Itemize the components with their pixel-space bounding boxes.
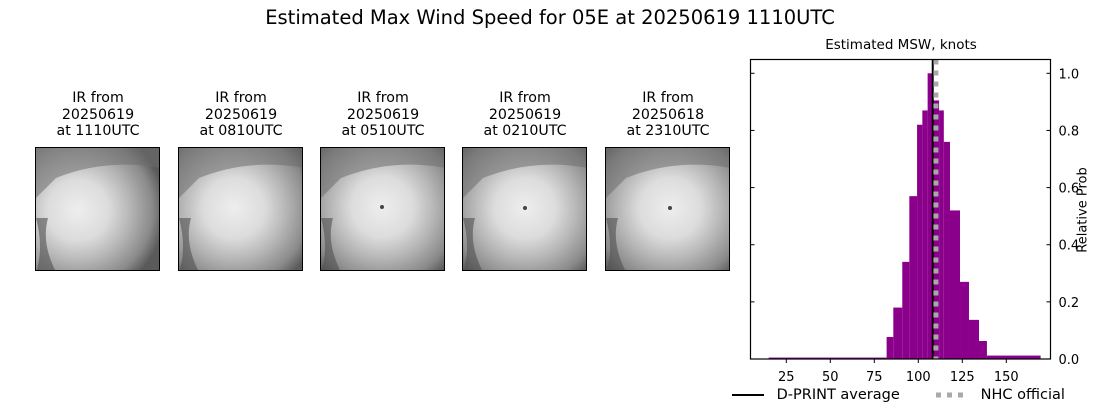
figure-title: Estimated Max Wind Speed for 05E at 2025…	[265, 6, 835, 29]
ir-satellite-image	[178, 147, 303, 271]
histogram-bar	[943, 141, 950, 359]
ir-title-line3: at 0810UTC	[199, 123, 283, 139]
x-tick-label: 150	[994, 370, 1019, 385]
ir-satellite-image	[605, 147, 730, 271]
x-tick-label: 125	[950, 370, 975, 385]
plot-frame	[749, 58, 1052, 360]
ir-title-line2: 20250619	[204, 106, 278, 123]
ir-title-line3: at 0510UTC	[341, 123, 425, 139]
histogram-bar	[939, 110, 944, 359]
histogram-bar	[917, 124, 923, 359]
histogram-bar	[909, 196, 918, 359]
ir-title-line1: IR from	[642, 90, 694, 106]
histogram-title: Estimated MSW, knots	[825, 37, 977, 53]
legend-item-nhc: NHC official	[932, 386, 1065, 404]
y-axis-label: Relative Prob	[1075, 167, 1091, 253]
y-tick-label: 0.0	[1059, 353, 1080, 368]
x-tick-label: 75	[866, 370, 883, 385]
solid-line-icon	[732, 394, 764, 396]
ir-satellite-image	[35, 147, 160, 271]
histogram-bar	[986, 355, 1041, 359]
y-tick-label: 1.0	[1059, 67, 1080, 82]
histogram-bar	[768, 357, 887, 359]
ir-title-line1: IR from	[72, 90, 124, 106]
ir-title-line2: 20250619	[346, 106, 420, 123]
ir-title-line2: 20250619	[61, 106, 135, 123]
y-tick-label: 0.2	[1059, 296, 1080, 311]
legend-label-nhc: NHC official	[980, 387, 1065, 403]
ir-satellite-image	[320, 147, 445, 271]
histogram-bar	[968, 319, 980, 359]
histogram-bar	[927, 73, 933, 360]
ir-panel-title: IR from 20250619 at 1110UTC	[15, 90, 181, 140]
ir-title-line1: IR from	[215, 90, 267, 106]
x-tick-label: 100	[906, 370, 931, 385]
legend-item-dprint: D-PRINT average	[728, 386, 900, 404]
ir-panel-title: IR from 20250618 at 2310UTC	[585, 90, 751, 140]
ir-panel-title: IR from 20250619 at 0510UTC	[300, 90, 466, 140]
y-tick-label: 0.8	[1059, 124, 1080, 139]
ir-title-line1: IR from	[357, 90, 409, 106]
x-tick-label: 25	[778, 370, 795, 385]
histogram-bar	[932, 100, 940, 359]
x-tick-label: 50	[822, 370, 839, 385]
histogram-bar	[893, 307, 903, 359]
ir-panel-title: IR from 20250619 at 0210UTC	[442, 90, 608, 140]
histogram-bar	[979, 341, 987, 359]
ir-panel-title: IR from 20250619 at 0810UTC	[158, 90, 324, 140]
ir-title-line2: 20250619	[488, 106, 562, 123]
legend-label-dprint: D-PRINT average	[776, 387, 900, 403]
ir-title-line3: at 1110UTC	[56, 123, 140, 139]
y-tick-label: 0.6	[1059, 182, 1080, 197]
dotted-line-icon	[936, 392, 968, 398]
histogram-bar	[949, 210, 961, 359]
histogram-bar	[886, 337, 894, 359]
ir-satellite-image	[462, 147, 587, 271]
y-tick-label: 0.4	[1059, 239, 1080, 254]
histogram-bar	[902, 261, 910, 359]
ir-title-line2: 20250618	[631, 106, 705, 123]
ir-title-line3: at 2310UTC	[626, 123, 710, 139]
ir-title-line3: at 0210UTC	[483, 123, 567, 139]
ir-title-line1: IR from	[499, 90, 551, 106]
histogram-bar	[960, 281, 969, 359]
histogram-bar	[922, 110, 928, 359]
